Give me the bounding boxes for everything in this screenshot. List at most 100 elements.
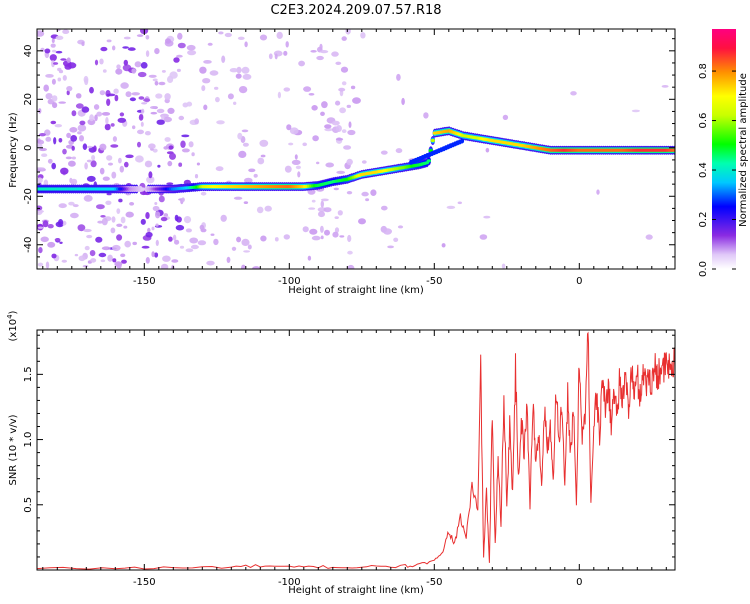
noise-speckle bbox=[284, 165, 292, 173]
spectrogram-x-tick-labels: -150 -100 -50 0 bbox=[133, 276, 583, 287]
noise-speckle bbox=[143, 98, 151, 102]
noise-speckle bbox=[98, 252, 107, 258]
noise-speckle bbox=[283, 50, 288, 56]
noise-speckle bbox=[71, 110, 77, 117]
noise-speckle bbox=[131, 68, 137, 74]
noise-speckle bbox=[114, 94, 119, 102]
noise-speckle bbox=[158, 195, 165, 203]
noise-speckle bbox=[308, 207, 316, 210]
noise-speckle bbox=[215, 166, 224, 172]
noise-speckle bbox=[347, 234, 352, 243]
noise-speckle bbox=[264, 205, 272, 212]
noise-speckle bbox=[160, 217, 168, 222]
noise-speckle bbox=[303, 86, 312, 92]
noise-speckle bbox=[244, 177, 253, 184]
noise-speckle bbox=[335, 100, 341, 106]
noise-speckle bbox=[334, 216, 339, 220]
noise-speckle bbox=[365, 198, 370, 202]
noise-speckle bbox=[358, 218, 366, 225]
spectrogram-panel: -150 -100 -50 0 -40 -20 0 20 40 Height of strai… bbox=[8, 28, 676, 296]
noise-speckle bbox=[167, 107, 175, 114]
noise-speckle bbox=[176, 68, 181, 72]
noise-speckle bbox=[101, 112, 111, 116]
noise-speckle bbox=[175, 224, 185, 231]
y-tick-label: 0 bbox=[23, 145, 34, 151]
noise-speckle bbox=[43, 84, 49, 92]
noise-speckle bbox=[57, 67, 62, 72]
noise-speckle bbox=[158, 81, 166, 86]
noise-speckle bbox=[229, 68, 239, 73]
noise-speckle bbox=[101, 217, 108, 226]
noise-speckle bbox=[137, 129, 144, 135]
noise-speckle bbox=[37, 167, 45, 170]
noise-speckle bbox=[99, 167, 105, 175]
noise-speckle bbox=[120, 253, 126, 258]
noise-speckle bbox=[97, 220, 104, 224]
noise-speckle bbox=[335, 137, 344, 141]
noise-speckle bbox=[338, 87, 346, 92]
noise-speckle bbox=[167, 75, 174, 83]
noise-speckle bbox=[74, 253, 79, 257]
noise-speckle bbox=[137, 71, 147, 78]
noise-speckle bbox=[116, 64, 121, 70]
noise-speckle bbox=[347, 264, 355, 269]
noise-speckle bbox=[110, 123, 115, 127]
y-tick-label: 0.5 bbox=[23, 497, 34, 513]
noise-speckle bbox=[66, 132, 71, 139]
noise-speckle bbox=[147, 227, 151, 233]
noise-speckle bbox=[57, 77, 62, 82]
snr-y-tick-labels: 0.5 1.0 1.5 bbox=[23, 366, 34, 512]
noise-speckle bbox=[260, 154, 266, 158]
noise-speckle bbox=[302, 142, 308, 147]
noise-speckle bbox=[148, 143, 156, 149]
noise-speckle bbox=[52, 102, 58, 109]
noise-speckle bbox=[144, 160, 153, 168]
noise-speckle bbox=[116, 208, 121, 215]
noise-speckle bbox=[199, 224, 205, 230]
noise-speckle bbox=[320, 200, 324, 208]
noise-speckle bbox=[39, 147, 47, 152]
noise-speckle bbox=[401, 97, 405, 106]
noise-speckle bbox=[283, 87, 291, 92]
noise-speckle bbox=[151, 226, 155, 231]
x-tick-label: -150 bbox=[133, 577, 156, 588]
noise-speckle bbox=[155, 239, 159, 246]
noise-speckle bbox=[381, 205, 388, 211]
noise-speckle bbox=[69, 127, 78, 133]
colorbar-gradient bbox=[712, 29, 736, 269]
snr-x-tick-labels: -150 -100 -50 0 bbox=[133, 577, 583, 588]
noise-speckle bbox=[185, 248, 194, 253]
noise-speckle bbox=[332, 231, 339, 238]
noise-speckle bbox=[70, 212, 79, 219]
noise-speckle bbox=[123, 36, 131, 40]
noise-speckle bbox=[163, 116, 172, 123]
noise-speckle bbox=[75, 103, 84, 109]
noise-speckle bbox=[360, 32, 366, 39]
noise-speckle bbox=[111, 171, 117, 179]
noise-speckle bbox=[479, 234, 488, 240]
noise-speckle bbox=[54, 124, 62, 128]
noise-speckle bbox=[70, 135, 78, 142]
snr-y-unit: (x104) bbox=[6, 310, 19, 341]
noise-speckle bbox=[224, 32, 232, 38]
noise-speckle bbox=[70, 178, 78, 185]
noise-speckle bbox=[112, 258, 117, 263]
colorbar-ticks: 0.0 0.2 0.4 0.6 0.8 bbox=[698, 63, 736, 277]
noise-speckle bbox=[380, 150, 388, 155]
noise-speckle bbox=[68, 201, 75, 206]
noise-speckle bbox=[248, 168, 256, 173]
noise-speckle bbox=[124, 161, 129, 168]
noise-speckle bbox=[645, 234, 653, 240]
noise-speckle bbox=[152, 148, 158, 153]
noise-speckle bbox=[77, 124, 87, 132]
noise-speckle bbox=[316, 161, 320, 165]
y-tick-label: 20 bbox=[23, 93, 34, 106]
noise-speckle bbox=[259, 34, 268, 41]
spectrogram-y-tick-labels: -40 -20 0 20 40 bbox=[23, 44, 34, 252]
noise-speckle bbox=[117, 117, 127, 123]
noise-speckle bbox=[146, 176, 155, 184]
noise-speckle bbox=[172, 234, 177, 241]
noise-speckle bbox=[148, 74, 157, 78]
noise-speckle bbox=[116, 262, 122, 269]
noise-speckle bbox=[145, 50, 150, 57]
